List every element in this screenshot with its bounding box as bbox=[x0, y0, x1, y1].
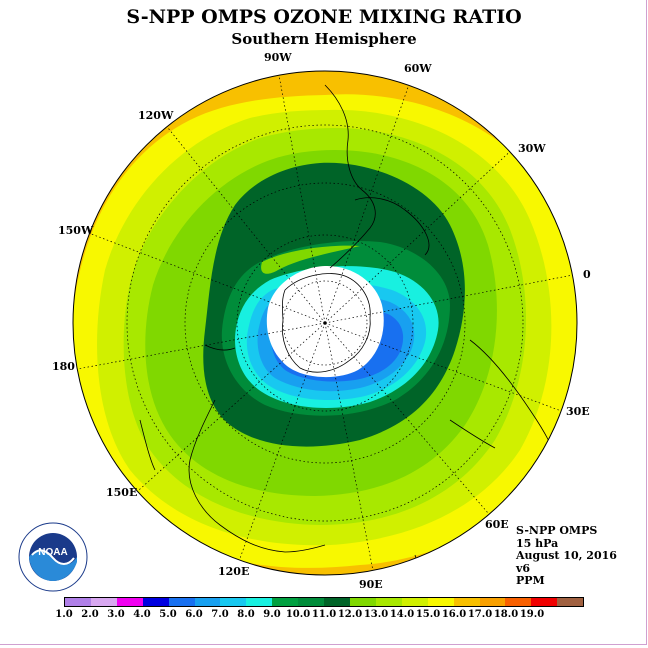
info-date: August 10, 2016 bbox=[516, 549, 617, 562]
colorbar-tick-label: 4.0 bbox=[133, 609, 151, 620]
colorbar-tick-label: 1.0 bbox=[55, 609, 73, 620]
colorbar-tick-label: 19.0 bbox=[519, 609, 545, 620]
colorbar-tick-label: 14.0 bbox=[389, 609, 415, 620]
colorbar-swatch bbox=[401, 598, 428, 606]
lon-label-30e: 30E bbox=[566, 405, 590, 418]
colorbar-swatch bbox=[557, 598, 584, 606]
colorbar-swatch bbox=[142, 598, 169, 606]
colorbar-swatch bbox=[90, 598, 117, 606]
noaa-logo: NOAA bbox=[18, 522, 88, 592]
lon-label-60w: 60W bbox=[404, 62, 432, 75]
info-block: S-NPP OMPS 15 hPa August 10, 2016 v6 PPM bbox=[516, 524, 617, 588]
colorbar bbox=[64, 597, 584, 607]
colorbar-tick-label: 18.0 bbox=[493, 609, 519, 620]
colorbar-swatch bbox=[272, 598, 299, 606]
info-version: v6 bbox=[516, 561, 531, 575]
colorbar-tick-label: 8.0 bbox=[237, 609, 255, 620]
colorbar-tick-label: 7.0 bbox=[211, 609, 229, 620]
colorbar-swatch bbox=[116, 598, 143, 606]
colorbar-swatch bbox=[375, 598, 402, 606]
colorbar-swatch bbox=[349, 598, 376, 606]
colorbar-swatch bbox=[298, 598, 325, 606]
lon-label-90e: 90E bbox=[359, 578, 383, 591]
colorbar-tick-label: 15.0 bbox=[415, 609, 441, 620]
colorbar-labels: 1.0 2.0 3.0 4.0 5.0 6.0 7.0 8.0 9.0 10.0 11.0 12.0 1… bbox=[55, 609, 584, 623]
lon-label-30w: 30W bbox=[518, 142, 546, 155]
map-boundary bbox=[72, 70, 578, 576]
colorbar-swatch bbox=[479, 598, 506, 606]
lon-label-90w: 90W bbox=[264, 51, 292, 64]
colorbar-swatch bbox=[246, 598, 273, 606]
colorbar-tick-label: 9.0 bbox=[263, 609, 281, 620]
colorbar-swatch bbox=[168, 598, 195, 606]
info-units: PPM bbox=[516, 574, 545, 587]
colorbar-tick-label: 12.0 bbox=[337, 609, 363, 620]
colorbar-swatch bbox=[505, 598, 532, 606]
colorbar-swatch bbox=[427, 598, 454, 606]
colorbar-swatch bbox=[220, 598, 247, 606]
band-11-12-inner bbox=[261, 245, 360, 274]
graticule bbox=[73, 71, 577, 575]
colorbar-tick-label: 16.0 bbox=[441, 609, 467, 620]
colorbar-tick-label: 17.0 bbox=[467, 609, 493, 620]
page-subtitle: Southern Hemisphere bbox=[231, 30, 417, 48]
lon-label-120w: 120W bbox=[138, 109, 174, 122]
colorbar-swatch bbox=[194, 598, 221, 606]
colorbar-swatch bbox=[531, 598, 558, 606]
lon-label-60e: 60E bbox=[485, 518, 509, 531]
colorbar-swatch bbox=[65, 598, 91, 606]
page-title: S-NPP OMPS OZONE MIXING RATIO bbox=[126, 6, 522, 28]
info-pressure-level: 15 hPa bbox=[516, 536, 559, 550]
lon-label-150w: 150W bbox=[58, 224, 94, 237]
colorbar-tick-label: 11.0 bbox=[311, 609, 337, 620]
colorbar-tick-label: 10.0 bbox=[285, 609, 311, 620]
lon-label-180: 180 bbox=[52, 360, 75, 373]
colorbar-tick-label: 5.0 bbox=[159, 609, 177, 620]
colorbar-tick-label: 6.0 bbox=[185, 609, 203, 620]
colorbar-swatch bbox=[453, 598, 480, 606]
noaa-logo-text: NOAA bbox=[38, 547, 67, 558]
lon-label-0: 0 bbox=[583, 268, 591, 281]
colorbar-tick-label: 3.0 bbox=[107, 609, 125, 620]
colorbar-tick-label: 13.0 bbox=[363, 609, 389, 620]
south-pole-marker bbox=[323, 321, 327, 325]
lon-label-150e: 150E bbox=[106, 486, 138, 499]
colorbar-tick-label: 2.0 bbox=[81, 609, 99, 620]
lon-label-120e: 120E bbox=[218, 565, 250, 578]
info-instrument: S-NPP OMPS bbox=[516, 524, 598, 537]
colorbar-swatch bbox=[324, 598, 350, 606]
